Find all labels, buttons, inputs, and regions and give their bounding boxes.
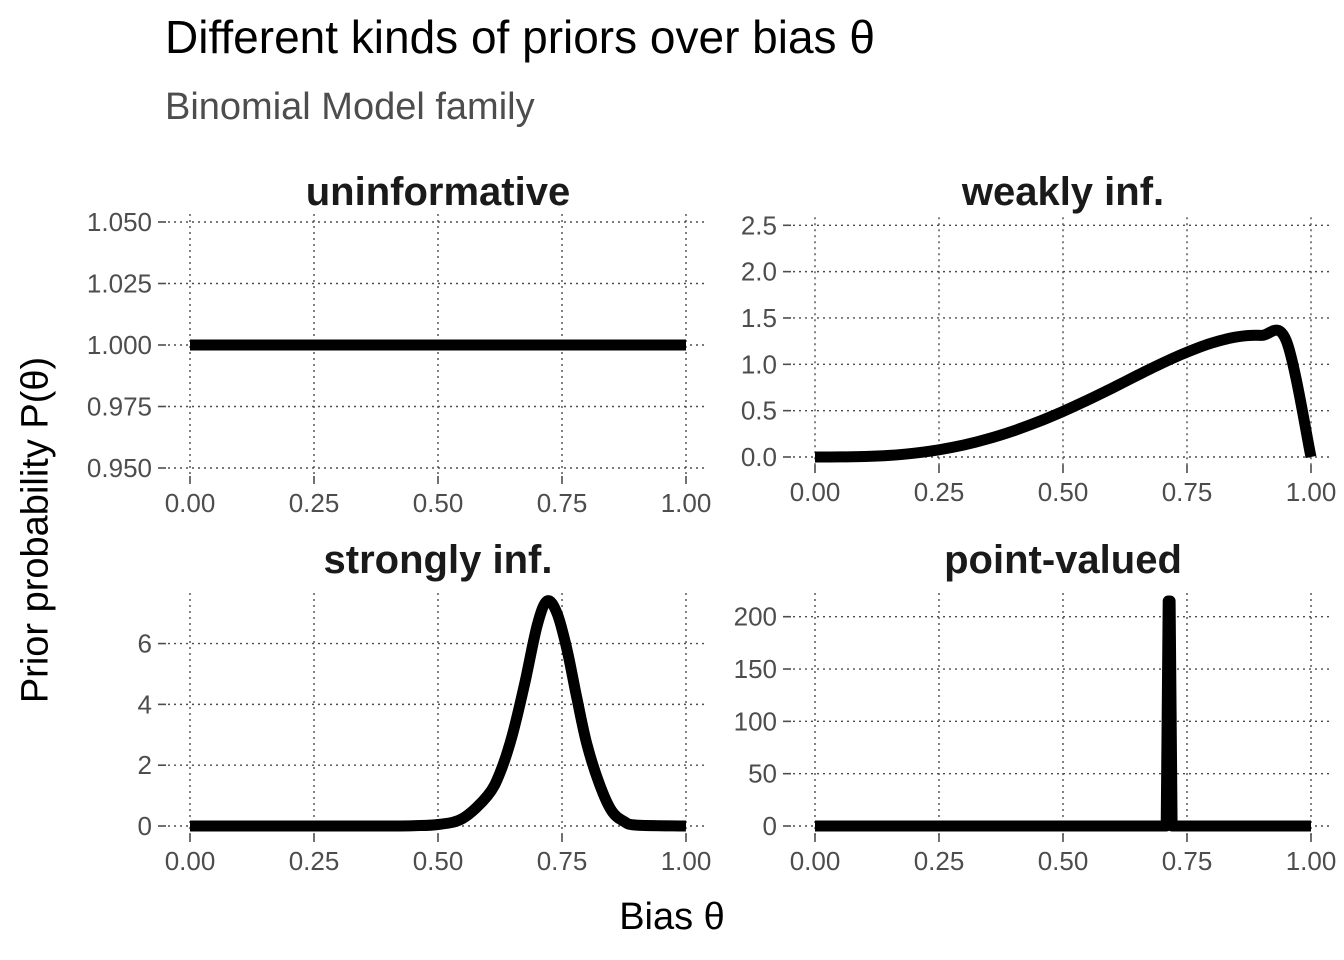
series-line: [814, 324, 1317, 463]
facet-title: point-valued: [944, 538, 1182, 582]
y-tick-label: 2.0: [741, 257, 777, 287]
y-tick-label: 100: [734, 706, 777, 736]
y-tick-label: 0.0: [741, 442, 777, 472]
facet-title: uninformative: [306, 170, 570, 214]
y-tick-label: 150: [734, 654, 777, 684]
x-tick-label: 0.00: [165, 488, 216, 518]
x-tick-label: 0.25: [914, 846, 965, 876]
x-tick-label: 0.00: [790, 846, 841, 876]
x-tick-label: 0.75: [537, 488, 588, 518]
x-tick-label: 0.50: [1038, 846, 1089, 876]
facet-panel-4: 0.00 0.25 0.50 0.75 1.00 0 50 100 150 200 point-va…: [734, 538, 1337, 876]
y-tick-label: 2.5: [741, 210, 777, 240]
chart-title: Different kinds of priors over bias θ: [165, 11, 875, 63]
x-tick-label: 0.50: [413, 846, 464, 876]
x-tick-label: 0.75: [1162, 846, 1213, 876]
facet-title: weakly inf.: [961, 170, 1164, 214]
y-tick-label: 0: [138, 811, 152, 841]
x-tick-label: 1.00: [1286, 477, 1337, 507]
series-line: [815, 595, 1311, 832]
series-line: [189, 595, 687, 832]
x-tick-label: 1.00: [1286, 846, 1337, 876]
x-tick-label: 0.00: [165, 846, 216, 876]
y-tick-label: 0.975: [87, 392, 152, 422]
x-tick-label: 0.75: [1162, 477, 1213, 507]
x-tick-label: 1.00: [661, 488, 712, 518]
facet-panel-3: 0.00 0.25 0.50 0.75 1.00 0 2 4 6 strongly inf.: [138, 538, 712, 876]
y-tick-label: 2: [138, 750, 152, 780]
x-tick-label: 0.25: [289, 846, 340, 876]
x-tick-label: 1.00: [661, 846, 712, 876]
y-tick-label: 200: [734, 602, 777, 632]
facet-panel-2: 0.00 0.25 0.50 0.75 1.00 0.0 0.5 1.0 1.5 2.0 2.5 we…: [741, 170, 1336, 507]
y-tick-label: 0.5: [741, 396, 777, 426]
y-tick-label: 50: [748, 759, 777, 789]
chart-subtitle: Binomial Model family: [165, 86, 535, 128]
x-tick-label: 0.50: [1038, 477, 1089, 507]
x-tick-label: 0.00: [790, 477, 841, 507]
y-tick-label: 1.0: [741, 349, 777, 379]
y-tick-label: 6: [138, 629, 152, 659]
x-axis-label: Bias θ: [619, 896, 725, 938]
facet-title: strongly inf.: [324, 538, 553, 582]
y-tick-label: 0: [763, 811, 777, 841]
x-tick-label: 0.50: [413, 488, 464, 518]
x-tick-label: 0.75: [537, 846, 588, 876]
y-tick-label: 1.5: [741, 303, 777, 333]
facet-panel-1: 0.00 0.25 0.50 0.75 1.00 0.950 0.975 1.000 1.025…: [87, 170, 711, 518]
x-tick-label: 0.25: [914, 477, 965, 507]
y-tick-label: 1.025: [87, 269, 152, 299]
x-tick-label: 0.25: [289, 488, 340, 518]
y-tick-label: 1.000: [87, 330, 152, 360]
y-tick-label: 1.050: [87, 207, 152, 237]
y-tick-label: 4: [138, 689, 152, 719]
y-tick-label: 0.950: [87, 453, 152, 483]
